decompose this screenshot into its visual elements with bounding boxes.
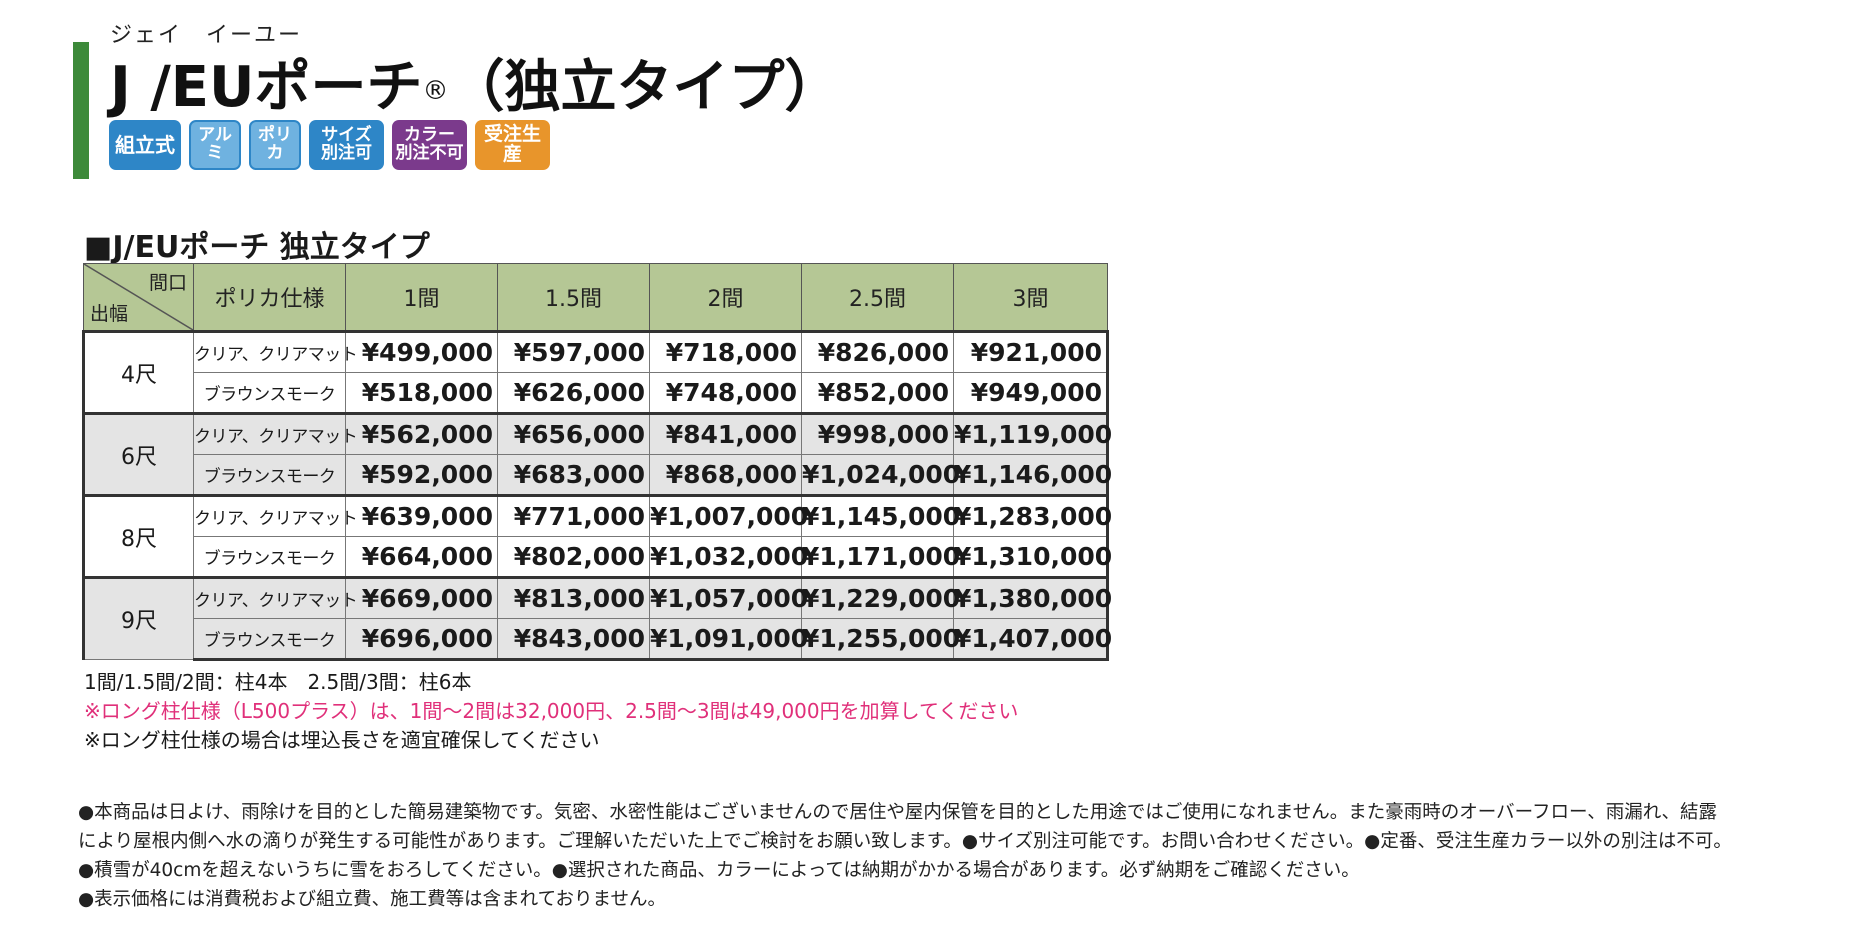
col-header: 2.5間 <box>801 263 954 332</box>
price-cell: ¥1,229,000 <box>801 576 960 619</box>
price-table: 間口 出幅 ポリカ仕様 1間 1.5間 2間 2.5間 3間 4尺 クリア、クリア… <box>82 263 1112 661</box>
spec-cell: クリア、クリアマット <box>193 494 358 537</box>
price-cell: ¥1,310,000 <box>953 536 1112 579</box>
price-cell: ¥1,407,000 <box>953 618 1112 661</box>
price-cell: ¥949,000 <box>953 372 1109 415</box>
price-cell: ¥802,000 <box>497 536 650 579</box>
price-cell: ¥597,000 <box>497 330 650 373</box>
price-cell: ¥841,000 <box>649 412 802 455</box>
spec-header: ポリカ仕様 <box>193 263 346 332</box>
disclaimer-line: ●積雪が40cmを超えないうちに雪をおろしてください。●選択された商品、カラーに… <box>78 860 1360 881</box>
disclaimer-line: ●表示価格には消費税および組立費、施工費等は含まれておりません。 <box>78 889 666 910</box>
badge-polycarbonate: ポリカ <box>249 120 301 170</box>
table-row: ブラウンスモーク ¥664,000 ¥802,000 ¥1,032,000 ¥1,171… <box>84 536 1112 579</box>
disclaimer-line: ●本商品は日よけ、雨除けを目的とした簡易建築物です。気密、水密性能はございません… <box>78 802 1717 823</box>
table-row: 4尺 クリア、クリアマット ¥499,000 ¥597,000 ¥718,000 ¥826… <box>82 330 1109 414</box>
price-cell: ¥921,000 <box>953 330 1109 373</box>
price-cell: ¥562,000 <box>345 412 498 455</box>
table-row: ブラウンスモーク ¥592,000 ¥683,000 ¥868,000 ¥1,024,0… <box>84 454 1112 497</box>
badge-assembly: 組立式 <box>109 120 181 170</box>
disclaimer: ●本商品は日よけ、雨除けを目的とした簡易建築物です。気密、水密性能はございません… <box>78 798 1868 914</box>
depth-label: 出幅 <box>90 303 129 325</box>
spec-cell: ブラウンスモーク <box>193 372 346 415</box>
price-cell: ¥813,000 <box>497 576 650 619</box>
width-label: 間口 <box>148 272 187 294</box>
corner-header: 間口 出幅 <box>83 263 194 332</box>
table-row: ブラウンスモーク ¥518,000 ¥626,000 ¥748,000 ¥852,000… <box>84 372 1109 415</box>
price-cell: ¥718,000 <box>649 330 802 373</box>
long-post-price-note: ※ロング柱仕様（L500プラス）は、1間～2間は32,000円、2.5間～3間は… <box>84 699 1019 723</box>
col-header: 2間 <box>649 263 802 332</box>
col-header: 1.5間 <box>497 263 650 332</box>
price-cell: ¥1,283,000 <box>953 494 1112 537</box>
price-cell: ¥748,000 <box>649 372 802 415</box>
table-row: 6尺 クリア、クリアマット ¥562,000 ¥656,000 ¥841,000 ¥998… <box>82 412 1112 496</box>
table-header-row: 間口 出幅 ポリカ仕様 1間 1.5間 2間 2.5間 3間 <box>83 263 1108 332</box>
spec-cell: クリア、クリアマット <box>193 576 358 619</box>
price-cell: ¥1,032,000 <box>649 536 808 579</box>
col-header: 1間 <box>345 263 498 332</box>
price-cell: ¥592,000 <box>345 454 498 497</box>
price-cell: ¥656,000 <box>497 412 650 455</box>
depth-size-cell: 4尺 <box>82 330 194 414</box>
price-cell: ¥1,145,000 <box>801 494 960 537</box>
depth-size-cell: 9尺 <box>82 576 194 660</box>
price-cell: ¥499,000 <box>345 330 498 373</box>
spec-cell: クリア、クリアマット <box>193 330 358 373</box>
price-cell: ¥683,000 <box>497 454 650 497</box>
price-cell: ¥1,091,000 <box>649 618 808 661</box>
col-header: 3間 <box>953 263 1108 332</box>
spec-cell: クリア、クリアマット <box>193 412 358 455</box>
spec-cell: ブラウンスモーク <box>193 618 346 661</box>
feature-badges: 組立式 アルミ ポリカ サイズ 別注可 カラー 別注不可 受注生産 <box>109 120 550 170</box>
price-cell: ¥998,000 <box>801 412 954 455</box>
long-post-burial-note: ※ロング柱仕様の場合は埋込長さを適宜確保してください <box>84 728 600 752</box>
price-cell: ¥1,146,000 <box>953 454 1112 497</box>
price-cell: ¥1,057,000 <box>649 576 808 619</box>
registered-mark: ® <box>422 75 449 106</box>
price-cell: ¥626,000 <box>497 372 650 415</box>
price-cell: ¥1,024,000 <box>801 454 960 497</box>
title-accent-bar <box>73 42 89 179</box>
price-cell: ¥518,000 <box>345 372 498 415</box>
disclaimer-line: により屋根内側へ水の滴りが発生する可能性があります。ご理解いただいた上でご検討を… <box>78 831 1732 852</box>
table-row: 9尺 クリア、クリアマット ¥669,000 ¥813,000 ¥1,057,000 ¥1… <box>82 576 1112 660</box>
price-cell: ¥1,171,000 <box>801 536 960 579</box>
price-cell: ¥664,000 <box>345 536 498 579</box>
badge-aluminum: アルミ <box>189 120 241 170</box>
price-cell: ¥1,255,000 <box>801 618 960 661</box>
badge-made-to-order: 受注生産 <box>475 120 550 170</box>
price-cell: ¥639,000 <box>345 494 498 537</box>
price-cell: ¥852,000 <box>801 372 954 415</box>
price-cell: ¥669,000 <box>345 576 498 619</box>
price-cell: ¥868,000 <box>649 454 802 497</box>
table-row: ブラウンスモーク ¥696,000 ¥843,000 ¥1,091,000 ¥1,255… <box>84 618 1112 661</box>
price-cell: ¥1,119,000 <box>953 412 1112 455</box>
page-title: J /EUポーチ®（独立タイプ） <box>110 42 841 123</box>
price-cell: ¥1,380,000 <box>953 576 1112 619</box>
price-cell: ¥843,000 <box>497 618 650 661</box>
badge-color-no-custom: カラー 別注不可 <box>392 120 467 170</box>
title-main: J /EUポーチ <box>110 55 423 120</box>
price-cell: ¥771,000 <box>497 494 650 537</box>
price-cell: ¥826,000 <box>801 330 954 373</box>
price-cell: ¥696,000 <box>345 618 498 661</box>
price-cell: ¥1,007,000 <box>649 494 808 537</box>
spec-cell: ブラウンスモーク <box>193 536 346 579</box>
spec-cell: ブラウンスモーク <box>193 454 346 497</box>
depth-size-cell: 6尺 <box>82 412 194 496</box>
section-title: ■J/EUポーチ 独立タイプ <box>84 230 430 265</box>
title-subtitle: （独立タイプ） <box>448 55 841 120</box>
post-count-note: 1間/1.5間/2間：柱4本 2.5間/3間：柱6本 <box>84 670 472 694</box>
title-ruby: ジェイ イーユー <box>110 23 303 48</box>
depth-size-cell: 8尺 <box>82 494 194 578</box>
badge-size-custom: サイズ 別注可 <box>309 120 384 170</box>
diagonal-line <box>84 264 193 330</box>
table-row: 8尺 クリア、クリアマット ¥639,000 ¥771,000 ¥1,007,000 ¥1… <box>82 494 1112 578</box>
